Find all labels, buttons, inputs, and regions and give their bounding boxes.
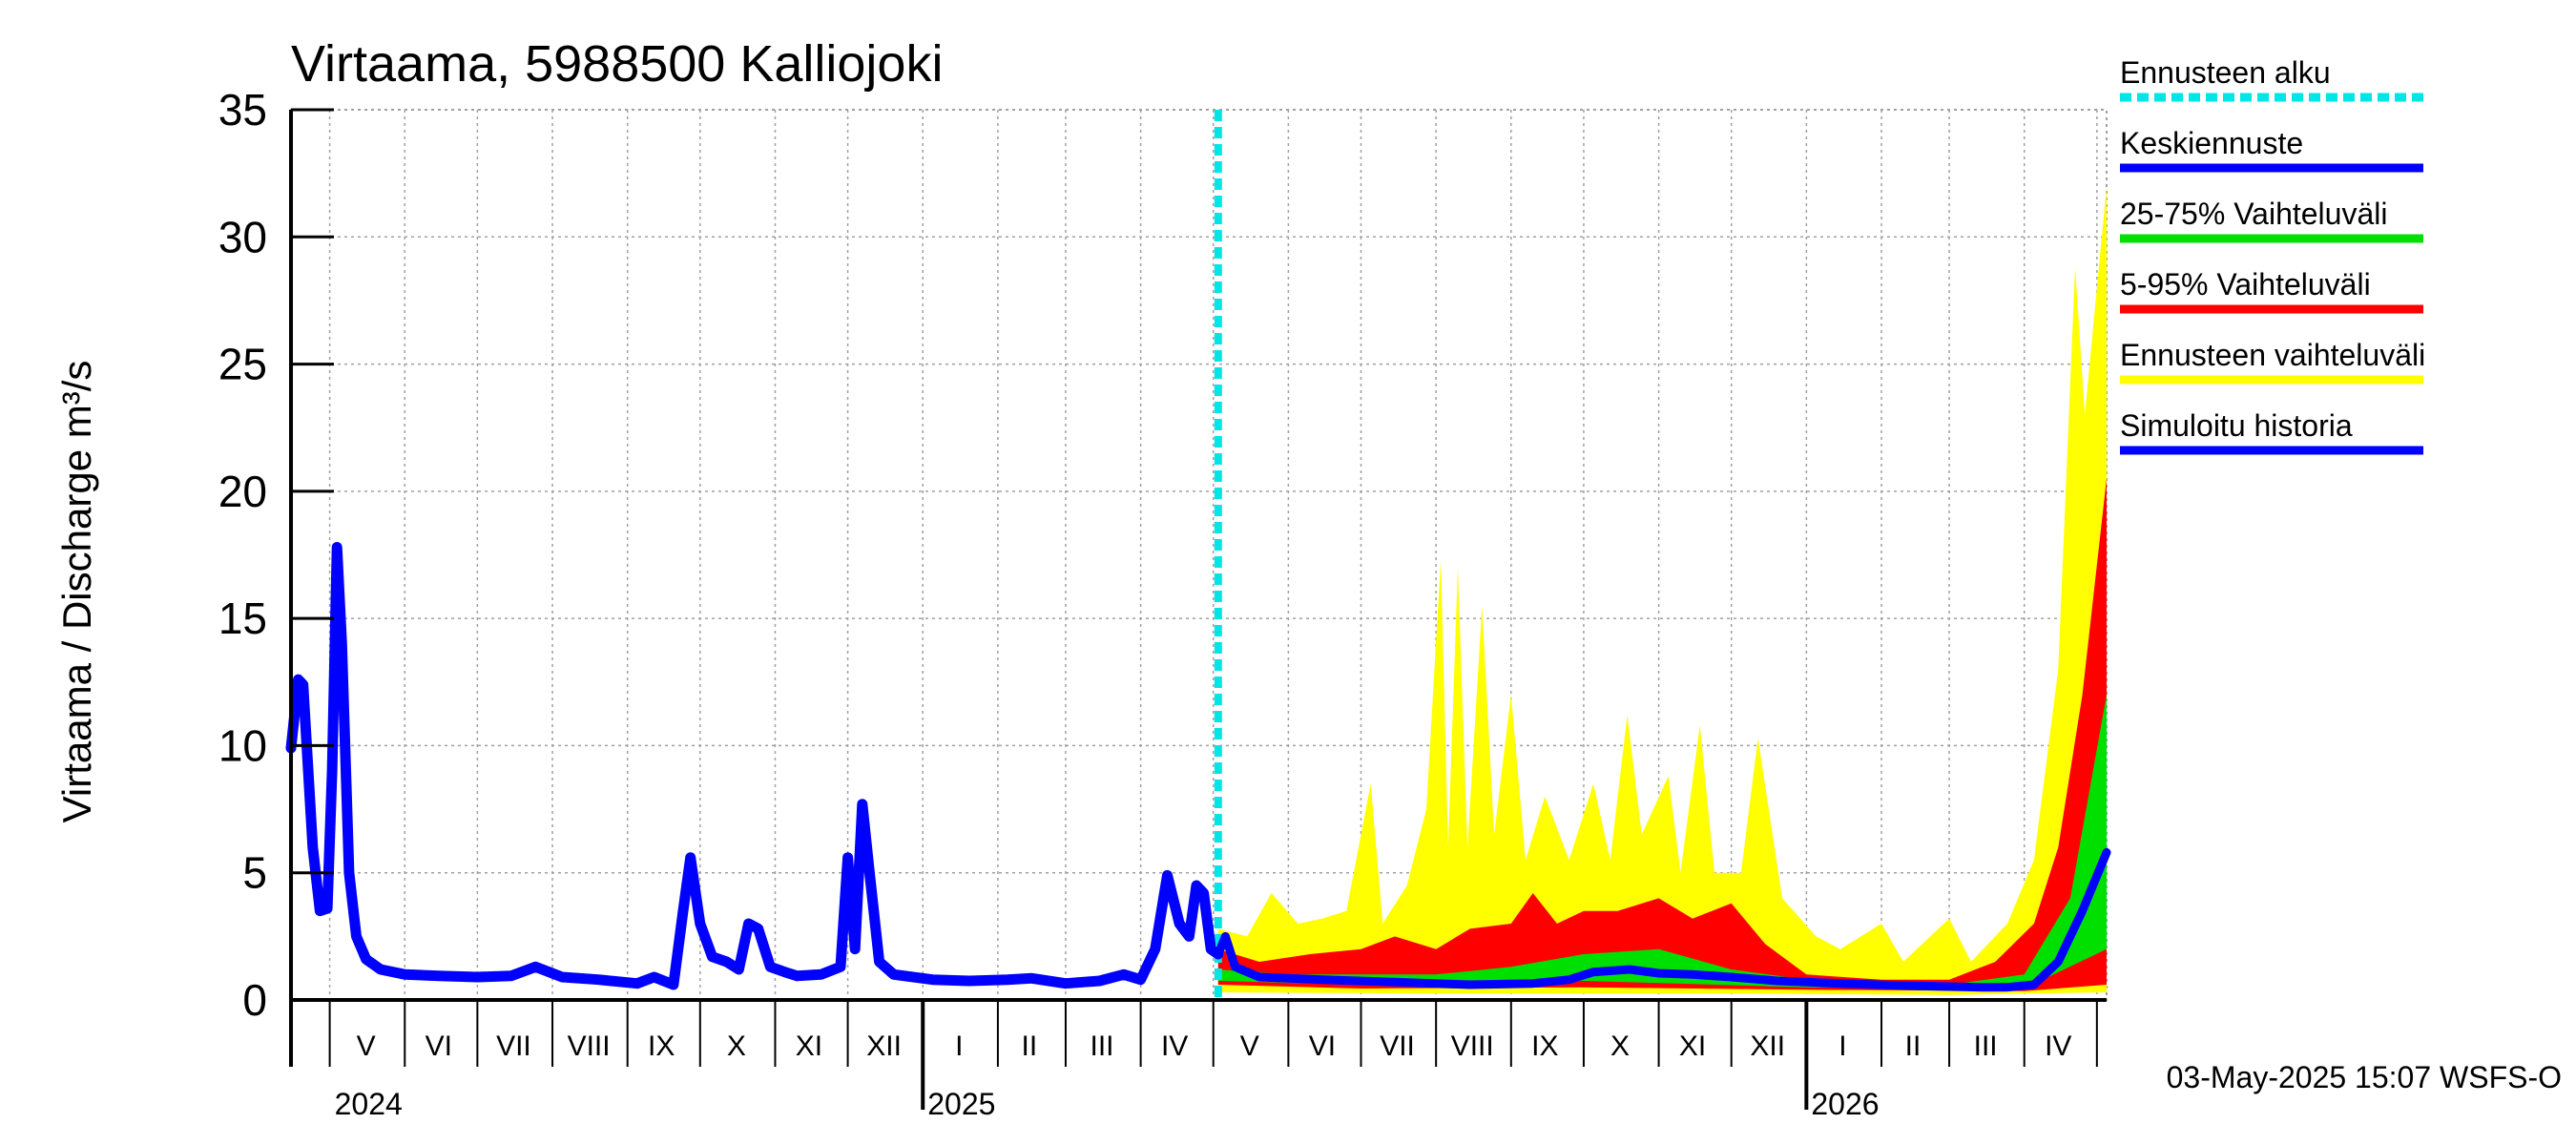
legend-label: Ennusteen alku xyxy=(2120,55,2331,90)
legend-label: 5-95% Vaihteluväli xyxy=(2120,267,2371,302)
x-month-label: VI xyxy=(1309,1030,1336,1062)
y-tick-label: 15 xyxy=(218,593,267,643)
x-month-label: VIII xyxy=(568,1030,611,1062)
x-month-label: I xyxy=(955,1030,963,1062)
x-month-label: V xyxy=(357,1030,376,1062)
x-month-label: IX xyxy=(1531,1030,1558,1062)
band-ennusteen-vaihteluv-li xyxy=(1217,186,2107,995)
median-forecast-line xyxy=(1214,847,2111,992)
x-month-label: II xyxy=(1022,1030,1038,1062)
x-month-label: X xyxy=(1610,1030,1630,1062)
chart-title: Virtaama, 5988500 Kalliojoki xyxy=(291,35,943,93)
x-year-label: 2024 xyxy=(335,1087,403,1121)
x-month-label: V xyxy=(1240,1030,1259,1062)
grid-lines xyxy=(290,109,2108,1001)
band-5-95-vaihteluv-li xyxy=(1217,478,2107,991)
legend-label: Keskiennuste xyxy=(2120,126,2303,160)
x-month-label: II xyxy=(1905,1030,1922,1062)
x-month-label: IV xyxy=(2045,1030,2071,1062)
legend-label: 25-75% Vaihteluväli xyxy=(2120,197,2387,231)
y-tick-label: 10 xyxy=(218,720,267,770)
discharge-lines xyxy=(285,110,2111,1000)
x-month-label: VI xyxy=(426,1030,452,1062)
x-month-label: XII xyxy=(866,1030,902,1062)
y-tick-label: 25 xyxy=(218,340,267,389)
x-year-label: 2026 xyxy=(1811,1087,1879,1121)
x-month-label: XI xyxy=(1679,1030,1706,1062)
x-year-label: 2025 xyxy=(927,1087,995,1121)
forecast-bands xyxy=(1217,186,2107,995)
legend-label: Ennusteen vaihteluväli xyxy=(2120,338,2425,372)
x-month-label: XI xyxy=(796,1030,822,1062)
legend-label: Simuloitu historia xyxy=(2120,408,2353,443)
y-axis-label: Virtaama / Discharge m³/s xyxy=(54,361,99,823)
x-month-label: XII xyxy=(1750,1030,1785,1062)
history-line xyxy=(285,542,1224,990)
x-month-label: VII xyxy=(496,1030,531,1062)
x-month-label: III xyxy=(1974,1030,1998,1062)
y-tick-label: 5 xyxy=(242,848,267,898)
legend: Ennusteen alku Keskiennuste 25-75% Vaihtel… xyxy=(2120,55,2425,455)
x-month-label: IX xyxy=(648,1030,675,1062)
y-tick-label: 0 xyxy=(242,975,267,1025)
plot-frame xyxy=(290,109,2108,1001)
x-month-label: X xyxy=(727,1030,746,1062)
x-month-label: VII xyxy=(1380,1030,1415,1062)
y-tick-label: 30 xyxy=(218,212,267,261)
x-month-label: I xyxy=(1839,1030,1846,1062)
x-month-label: VIII xyxy=(1451,1030,1494,1062)
x-month-label: IV xyxy=(1161,1030,1188,1062)
y-tick-label: 20 xyxy=(218,467,267,516)
x-month-label: III xyxy=(1090,1030,1113,1062)
y-tick-label: 35 xyxy=(218,85,267,135)
footer-timestamp: 03-May-2025 15:07 WSFS-O xyxy=(2167,1060,2562,1094)
